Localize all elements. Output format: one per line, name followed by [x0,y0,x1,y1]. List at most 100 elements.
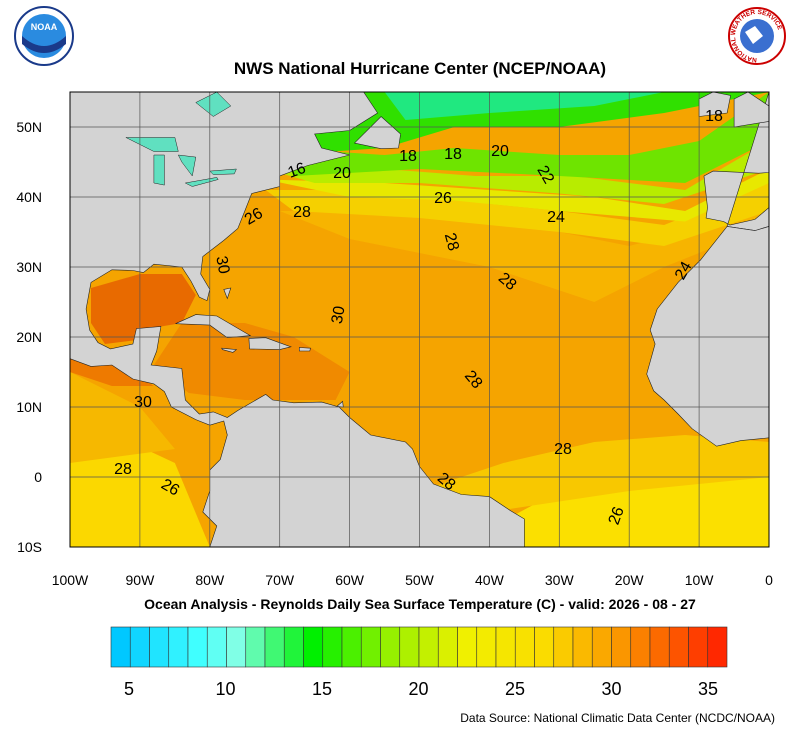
land [733,92,769,128]
colorbar-box [534,626,555,668]
contour-label: 28 [293,204,311,221]
sst-field [91,274,196,344]
sst-field [265,169,769,222]
colorbar-box [380,626,401,668]
colorbar-box [341,626,362,668]
logo-text: NOAA [31,22,58,32]
lon-label: 30W [545,572,575,588]
lon-label: 80W [195,572,225,588]
colorbar-box [476,626,497,668]
colorbar-box [110,626,131,668]
sst-field [279,197,769,302]
colorbar: 5 10 15 20 25 30 35 [110,626,728,699]
colorbar-box [553,626,574,668]
lat-label: 10S [17,539,42,555]
lat-label: 10N [16,399,42,415]
land [353,116,401,150]
colorbar-box [630,626,651,668]
contour-label: 28 [554,441,572,458]
colorbar-box [360,626,381,668]
lake [209,168,237,175]
contour-label: 16 [286,160,309,182]
contour-label: 30 [134,394,152,411]
land [223,287,232,300]
contour-label: 20 [333,165,351,182]
colorbar-box [418,626,439,668]
colorbar-label: 25 [505,679,525,699]
sst-field [384,92,665,120]
contour-label: 22 [533,163,557,187]
contour-label: 18 [444,146,462,163]
colorbar-box [514,626,535,668]
colorbar-box [264,626,285,668]
lon-label: 40W [475,572,505,588]
contour-label: 30 [329,305,349,326]
contour-label: 26 [158,476,182,500]
colorbar-box [149,626,170,668]
land [221,347,238,353]
colorbar-box [649,626,670,668]
colorbar-box [303,626,324,668]
colorbar-box [283,626,304,668]
contour-label: 26 [242,205,266,229]
sst-field [153,323,350,400]
source: Data Source: National Climatic Data Cent… [460,711,775,725]
sst-field [265,183,769,246]
colorbar-box [399,626,420,668]
colorbar-box [668,626,689,668]
colorbar-box [591,626,612,668]
colorbar-box [495,626,516,668]
lat-label: 40N [16,189,42,205]
nws-logo: NATIONAL WEATHER SERVICE [728,7,786,65]
colorbar-label: 5 [124,679,134,699]
lon-label: 50W [405,572,435,588]
colorbar-box [457,626,478,668]
land [646,226,769,447]
lon-label: 0 [765,572,773,588]
colorbar-box [206,626,227,668]
contour-label: 26 [434,190,452,207]
colorbar-label: 15 [312,679,332,699]
colorbar-label: 10 [215,679,235,699]
lat-label: 30N [16,259,42,275]
land [70,92,525,547]
contour-label: 18 [399,148,417,165]
colorbar-box [226,626,247,668]
title: NWS National Hurricane Center (NCEP/NOAA… [234,59,606,78]
contour-label: 30 [212,255,232,276]
lat-label: 20N [16,329,42,345]
colorbar-box [437,626,458,668]
sst-field [265,141,769,204]
sst-field [70,372,175,463]
lake [153,154,165,186]
map-frame [69,91,770,548]
lon-label: 90W [126,572,156,588]
sst-field [419,435,769,512]
contour-label: 24 [547,209,565,226]
lake [125,137,179,152]
land [248,337,292,350]
contour-label: 26 [606,505,628,528]
lon-label: 70W [265,572,295,588]
contour-label: 24 [672,259,696,283]
colorbar-box [245,626,266,668]
lat-label: 0 [34,469,42,485]
caption: Ocean Analysis - Reynolds Daily Sea Surf… [144,596,696,612]
colorbar-box [187,626,208,668]
noaa-logo: NOAA [14,6,74,66]
contour-label: 28 [441,231,462,253]
colorbar-box [688,626,709,668]
map-overlay: 100W 90W 80W 70W 60W 50W 40W 30W 20W 10W 0 50N 40N 30… [16,108,773,588]
lake [177,154,197,177]
contour-label: 28 [114,461,132,478]
colorbar-box [707,626,728,668]
sst-field [279,92,769,183]
lon-label: 20W [615,572,645,588]
colorbar-box [611,626,632,668]
contour-label: 20 [491,143,509,160]
contour-label: 18 [705,108,723,125]
colorbar-box [168,626,189,668]
land [298,347,311,352]
